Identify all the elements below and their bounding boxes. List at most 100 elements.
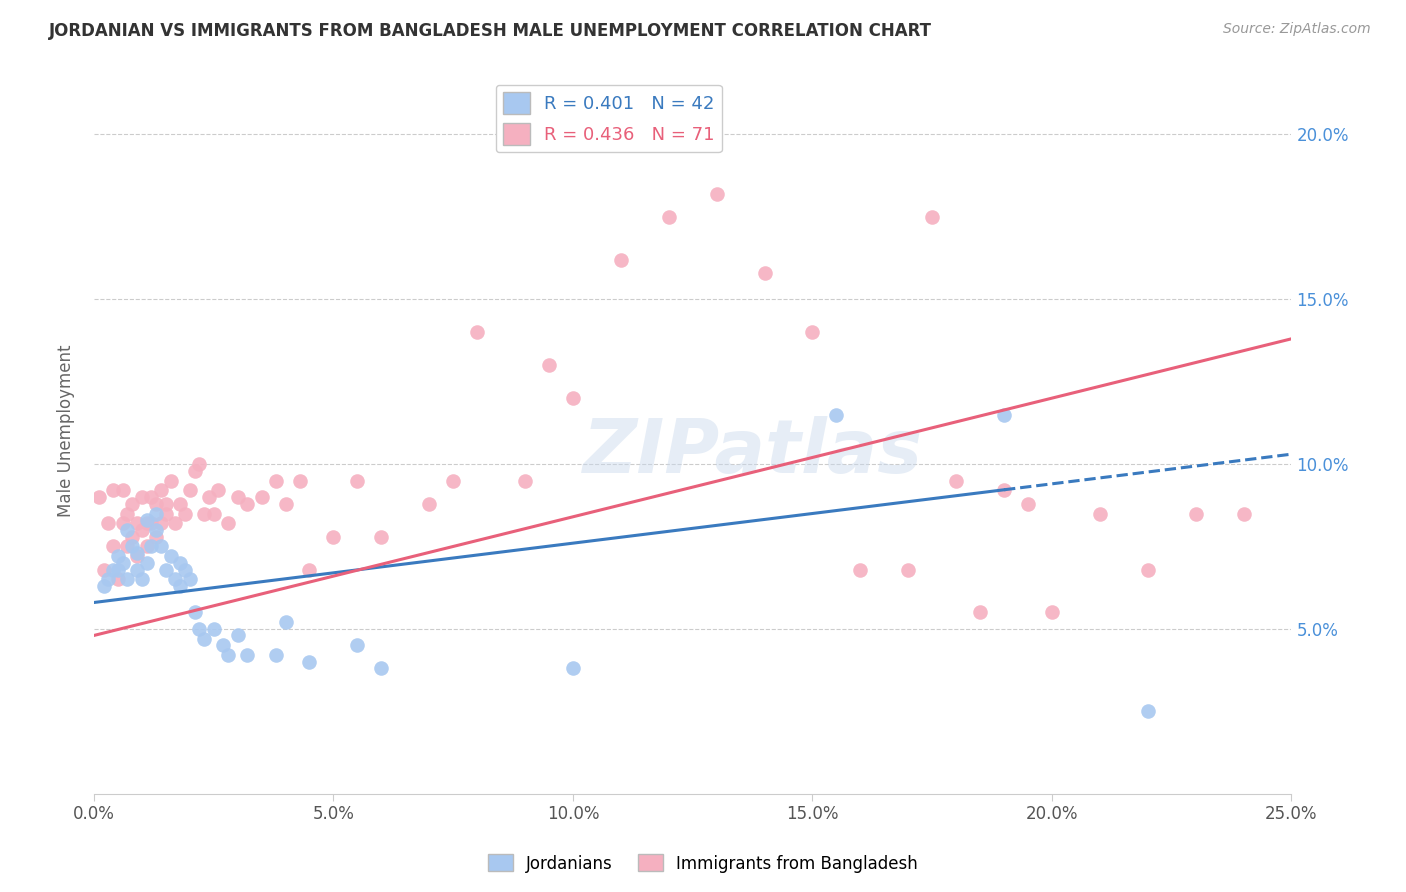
Point: [121, 530, 143, 544]
Point: [274, 497, 297, 511]
Point: [298, 562, 321, 576]
Point: [101, 483, 124, 498]
Text: ZIPatlas: ZIPatlas: [582, 417, 922, 490]
Point: [165, 516, 187, 531]
Point: [188, 457, 211, 471]
Point: [111, 483, 134, 498]
Point: [188, 622, 211, 636]
Point: [322, 530, 344, 544]
Point: [465, 325, 488, 339]
Point: [125, 516, 148, 531]
Point: [145, 523, 167, 537]
Point: [993, 408, 1015, 422]
Point: [97, 516, 120, 531]
Point: [111, 556, 134, 570]
Point: [169, 497, 191, 511]
Point: [897, 562, 920, 576]
Point: [921, 210, 943, 224]
Point: [198, 490, 221, 504]
Point: [250, 490, 273, 504]
Point: [145, 530, 167, 544]
Point: [193, 507, 215, 521]
Point: [159, 549, 181, 564]
Point: [513, 474, 536, 488]
Point: [849, 562, 872, 576]
Point: [202, 507, 225, 521]
Point: [945, 474, 967, 488]
Point: [155, 497, 177, 511]
Y-axis label: Male Unemployment: Male Unemployment: [58, 345, 75, 517]
Point: [1088, 507, 1111, 521]
Point: [141, 540, 163, 554]
Point: [179, 573, 201, 587]
Point: [117, 573, 139, 587]
Point: [537, 358, 560, 372]
Point: [610, 252, 633, 267]
Point: [174, 562, 197, 576]
Point: [93, 562, 115, 576]
Point: [87, 490, 110, 504]
Point: [212, 638, 235, 652]
Point: [236, 648, 259, 663]
Point: [121, 540, 143, 554]
Point: [298, 655, 321, 669]
Point: [202, 622, 225, 636]
Point: [370, 661, 392, 675]
Point: [658, 210, 681, 224]
Point: [131, 573, 153, 587]
Point: [1184, 507, 1206, 521]
Point: [226, 628, 249, 642]
Point: [131, 523, 153, 537]
Point: [159, 474, 181, 488]
Point: [179, 483, 201, 498]
Point: [141, 516, 163, 531]
Point: [288, 474, 311, 488]
Point: [97, 573, 120, 587]
Point: [135, 513, 157, 527]
Point: [969, 606, 991, 620]
Point: [125, 549, 148, 564]
Point: [150, 516, 173, 531]
Point: [135, 556, 157, 570]
Legend: Jordanians, Immigrants from Bangladesh: Jordanians, Immigrants from Bangladesh: [481, 847, 925, 880]
Point: [754, 266, 776, 280]
Point: [346, 474, 368, 488]
Point: [706, 186, 728, 201]
Point: [145, 497, 167, 511]
Point: [135, 540, 157, 554]
Point: [107, 573, 129, 587]
Point: [165, 573, 187, 587]
Point: [207, 483, 229, 498]
Point: [155, 562, 177, 576]
Point: [183, 464, 205, 478]
Point: [117, 540, 139, 554]
Point: [274, 615, 297, 630]
Point: [145, 507, 167, 521]
Point: [1017, 497, 1039, 511]
Point: [101, 562, 124, 576]
Point: [193, 632, 215, 646]
Point: [264, 474, 287, 488]
Point: [183, 606, 205, 620]
Point: [107, 549, 129, 564]
Point: [111, 516, 134, 531]
Legend: R = 0.401   N = 42, R = 0.436   N = 71: R = 0.401 N = 42, R = 0.436 N = 71: [496, 85, 723, 153]
Point: [93, 579, 115, 593]
Point: [217, 516, 239, 531]
Point: [1136, 704, 1159, 718]
Point: [121, 497, 143, 511]
Point: [131, 490, 153, 504]
Point: [217, 648, 239, 663]
Point: [107, 562, 129, 576]
Point: [801, 325, 824, 339]
Point: [561, 391, 583, 405]
Point: [1040, 606, 1063, 620]
Point: [1232, 507, 1254, 521]
Point: [150, 483, 173, 498]
Point: [125, 562, 148, 576]
Point: [561, 661, 583, 675]
Point: [169, 579, 191, 593]
Point: [346, 638, 368, 652]
Point: [993, 483, 1015, 498]
Point: [825, 408, 848, 422]
